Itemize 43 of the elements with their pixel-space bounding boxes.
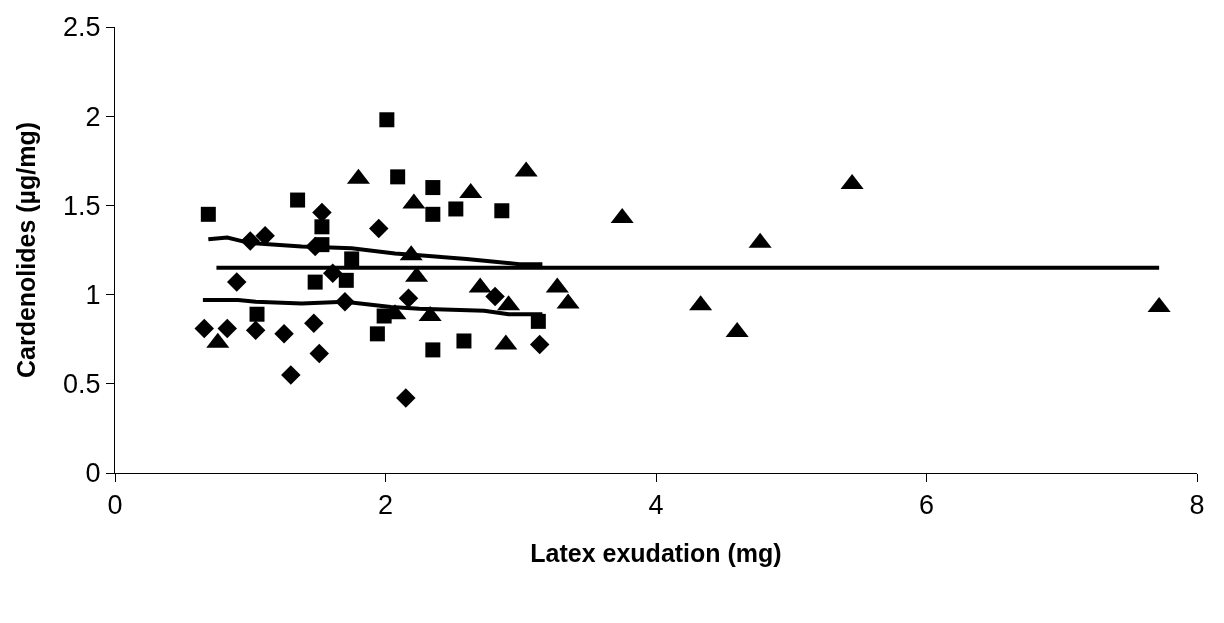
point bbox=[369, 326, 385, 342]
point bbox=[307, 274, 323, 290]
point bbox=[217, 318, 238, 339]
point bbox=[245, 320, 266, 341]
point bbox=[226, 272, 247, 292]
point bbox=[485, 286, 505, 307]
point bbox=[274, 324, 294, 344]
point bbox=[390, 169, 406, 185]
point bbox=[494, 203, 510, 219]
point bbox=[314, 219, 330, 235]
point bbox=[425, 206, 441, 222]
point bbox=[396, 388, 416, 408]
point bbox=[309, 343, 329, 364]
point bbox=[425, 180, 441, 196]
point bbox=[530, 313, 546, 329]
y-tick-label: 1.5 bbox=[63, 190, 101, 221]
point bbox=[338, 272, 354, 288]
x-tick-label: 6 bbox=[918, 490, 935, 521]
x-axis-title: Latex exudation (mg) bbox=[530, 539, 782, 568]
point bbox=[281, 365, 301, 385]
y-tick-label: 2 bbox=[85, 101, 101, 132]
y-tick-label: 1 bbox=[85, 280, 101, 311]
x-tick-label: 2 bbox=[377, 490, 394, 521]
y-axis-title: Cardenolides (µg/mg) bbox=[11, 121, 40, 379]
x-tick-label: 8 bbox=[1189, 490, 1205, 521]
x-tick-label: 4 bbox=[648, 490, 664, 521]
point bbox=[194, 318, 215, 339]
point bbox=[379, 112, 395, 128]
y-tick-label: 2.5 bbox=[63, 12, 101, 43]
point bbox=[368, 218, 389, 239]
point bbox=[344, 251, 360, 267]
point bbox=[200, 206, 216, 222]
x-tick-label: 0 bbox=[107, 490, 123, 521]
point bbox=[249, 306, 265, 322]
point bbox=[398, 288, 419, 308]
point bbox=[448, 201, 464, 217]
point bbox=[456, 333, 472, 349]
point bbox=[290, 192, 306, 208]
point bbox=[529, 334, 550, 355]
point bbox=[304, 313, 324, 333]
y-tick-label: 0 bbox=[85, 458, 101, 489]
y-tick-label: 0.5 bbox=[63, 369, 101, 400]
point bbox=[425, 342, 441, 358]
